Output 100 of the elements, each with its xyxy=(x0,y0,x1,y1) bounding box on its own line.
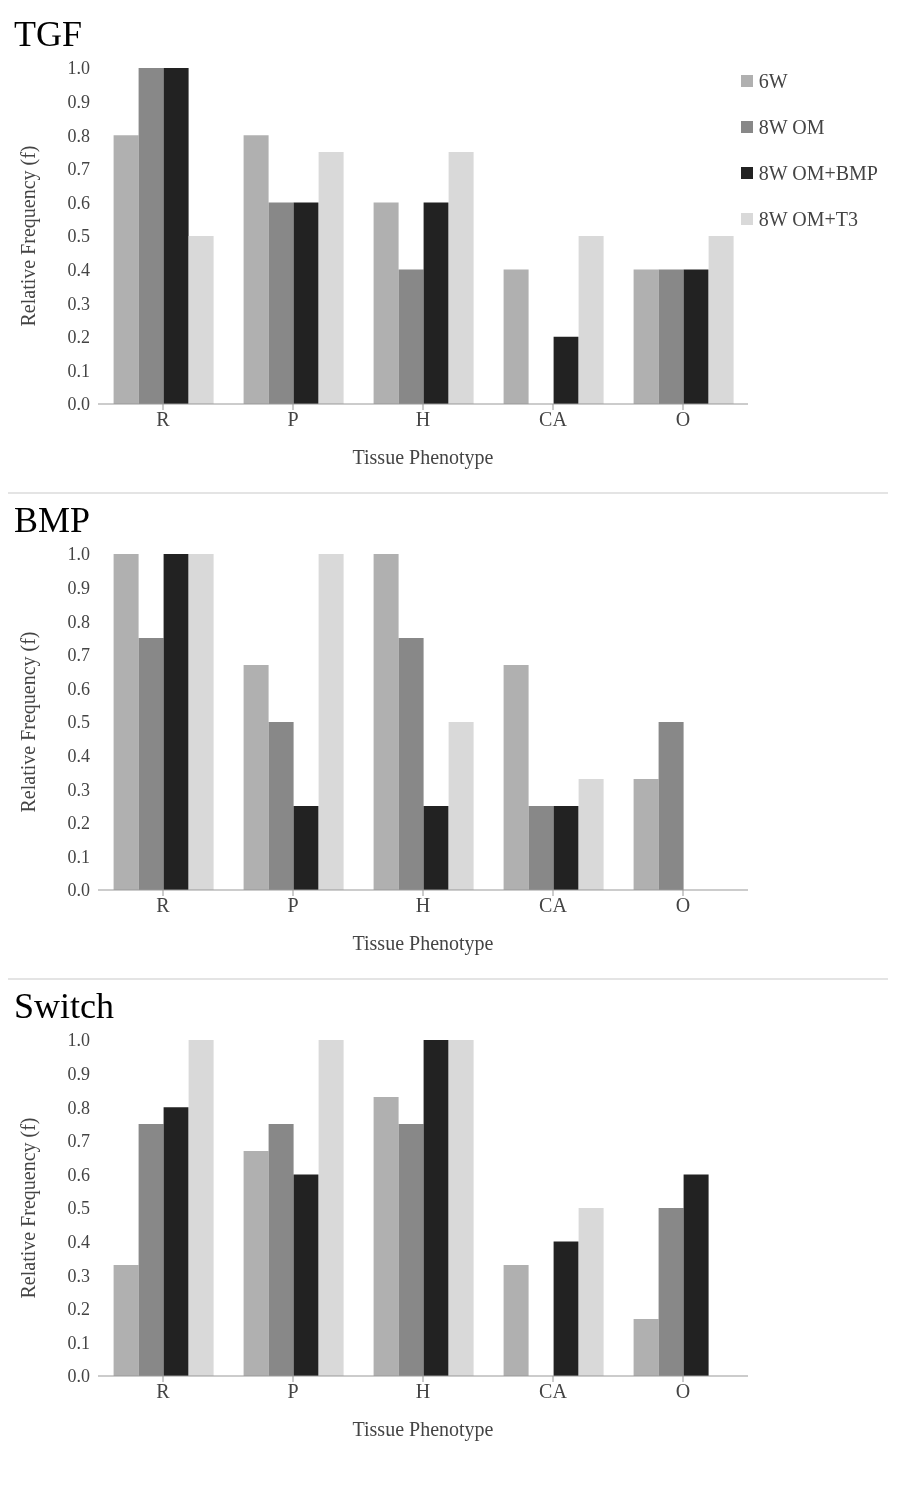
bar xyxy=(683,1174,709,1376)
bar xyxy=(708,236,734,404)
y-tick-label: 0.8 xyxy=(67,125,90,146)
x-tick-label: CA xyxy=(539,1380,568,1403)
bar xyxy=(243,664,269,890)
y-axis-title: Relative Frequency (f) xyxy=(17,1117,41,1299)
x-tick-label: P xyxy=(287,894,299,917)
y-tick-label: 0.8 xyxy=(67,611,90,632)
bar xyxy=(293,1174,319,1376)
bar xyxy=(373,554,399,890)
y-tick-label: 0.1 xyxy=(67,846,90,867)
bar xyxy=(188,554,214,890)
bar xyxy=(163,1107,189,1376)
y-tick-label: 0.7 xyxy=(67,1131,90,1152)
bar xyxy=(318,1040,344,1376)
legend-label: 6W xyxy=(758,69,788,94)
bar xyxy=(448,1040,474,1376)
y-axis-title: Relative Frequency (f) xyxy=(17,631,41,813)
bar xyxy=(578,1208,604,1376)
bar xyxy=(318,554,344,890)
bar xyxy=(658,722,684,890)
y-tick-label: 0.5 xyxy=(67,1198,90,1219)
y-tick-label: 0.1 xyxy=(67,1332,90,1353)
x-tick-label: R xyxy=(156,1380,171,1403)
bar xyxy=(398,638,424,890)
bar xyxy=(658,269,684,404)
bar xyxy=(113,135,139,404)
x-tick-label: P xyxy=(287,408,299,431)
bar xyxy=(113,1265,139,1376)
y-tick-label: 0.9 xyxy=(67,577,90,598)
y-tick-label: 0.0 xyxy=(67,1366,90,1387)
bar xyxy=(578,779,604,890)
bar xyxy=(293,202,319,404)
y-tick-label: 0.9 xyxy=(67,91,90,112)
bar xyxy=(373,202,399,404)
y-tick-label: 0.6 xyxy=(67,192,90,213)
y-tick-label: 0.0 xyxy=(67,880,90,901)
y-tick-label: 0.3 xyxy=(67,779,90,800)
x-tick-label: R xyxy=(156,894,171,917)
x-tick-label: H xyxy=(415,408,431,431)
bar xyxy=(448,152,474,404)
x-tick-label: P xyxy=(287,1380,299,1403)
bar xyxy=(318,152,344,404)
y-tick-label: 0.7 xyxy=(67,159,90,180)
bar xyxy=(138,68,164,404)
bar xyxy=(528,806,554,890)
x-tick-label: R xyxy=(156,408,171,431)
bar xyxy=(188,236,214,404)
legend-label: 8W OM xyxy=(758,115,825,140)
bar xyxy=(423,806,449,890)
bar xyxy=(503,664,529,890)
x-tick-label: CA xyxy=(539,894,568,917)
bar xyxy=(268,722,294,890)
y-tick-label: 1.0 xyxy=(67,58,90,79)
bar xyxy=(423,202,449,404)
bar xyxy=(373,1097,399,1376)
bar xyxy=(423,1040,449,1376)
x-tick-label: O xyxy=(675,408,691,431)
x-axis-title: Tissue Phenotype xyxy=(352,446,494,469)
bar xyxy=(163,68,189,404)
y-tick-label: 1.0 xyxy=(67,544,90,565)
bar xyxy=(553,806,579,890)
y-tick-label: 0.4 xyxy=(67,1231,90,1252)
y-tick-label: 0.1 xyxy=(67,360,90,381)
chart-title: Switch xyxy=(14,986,115,1026)
y-tick-label: 0.0 xyxy=(67,394,90,415)
bar xyxy=(633,779,659,890)
bar xyxy=(553,1241,579,1376)
y-tick-label: 0.7 xyxy=(67,645,90,666)
y-tick-label: 0.2 xyxy=(67,1299,90,1320)
legend-label: 8W OM+BMP xyxy=(758,161,878,186)
x-tick-label: O xyxy=(675,894,691,917)
y-tick-label: 0.3 xyxy=(67,293,90,314)
bar xyxy=(398,1124,424,1376)
chart-title: TGF xyxy=(14,14,83,54)
bar xyxy=(448,722,474,890)
y-tick-label: 0.2 xyxy=(67,327,90,348)
bar xyxy=(633,269,659,404)
chart-title: BMP xyxy=(14,500,92,540)
y-tick-label: 0.3 xyxy=(67,1265,90,1286)
y-axis-title: Relative Frequency (f) xyxy=(17,145,41,327)
bar xyxy=(243,1150,269,1376)
x-tick-label: CA xyxy=(539,408,568,431)
y-tick-label: 0.4 xyxy=(67,745,90,766)
y-tick-label: 0.6 xyxy=(67,1164,90,1185)
y-tick-label: 0.5 xyxy=(67,712,90,733)
bar xyxy=(503,269,529,404)
y-tick-label: 0.2 xyxy=(67,813,90,834)
bar xyxy=(503,1265,529,1376)
y-tick-label: 0.6 xyxy=(67,678,90,699)
bar xyxy=(293,806,319,890)
bar xyxy=(553,336,579,404)
legend-label: 8W OM+T3 xyxy=(758,207,858,232)
x-tick-label: H xyxy=(415,1380,431,1403)
bar xyxy=(683,269,709,404)
x-tick-label: O xyxy=(675,1380,691,1403)
bar xyxy=(633,1318,659,1376)
y-tick-label: 1.0 xyxy=(67,1030,90,1051)
bar xyxy=(268,202,294,404)
bar xyxy=(188,1040,214,1376)
